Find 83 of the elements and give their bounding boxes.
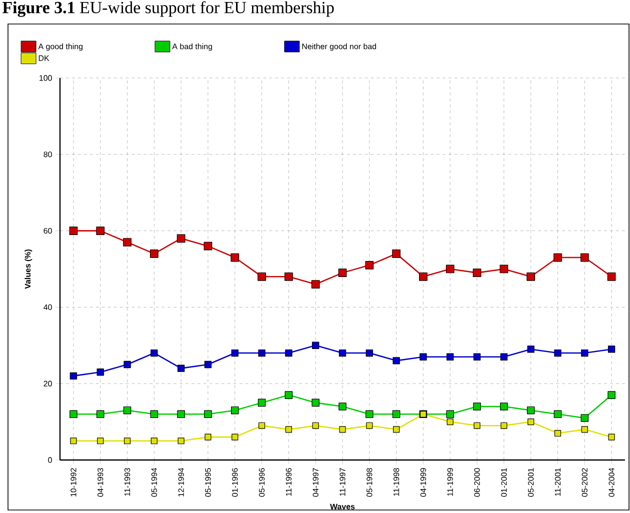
point	[150, 410, 158, 418]
point	[124, 438, 131, 444]
chart-title: Figure 3.1 EU-wide support for EU membership	[2, 1, 334, 17]
point	[554, 410, 562, 418]
point	[339, 426, 346, 433]
point	[312, 342, 320, 350]
point	[527, 346, 534, 353]
point	[500, 422, 508, 430]
point	[608, 346, 616, 353]
point	[608, 391, 616, 400]
point	[150, 438, 158, 444]
point	[608, 434, 615, 440]
point	[204, 410, 212, 418]
point	[204, 361, 212, 368]
point	[177, 364, 185, 372]
point	[526, 272, 536, 281]
point	[366, 350, 373, 357]
point	[392, 357, 400, 364]
point	[124, 361, 131, 368]
point	[96, 410, 104, 418]
point	[258, 422, 266, 430]
point	[472, 268, 482, 278]
point	[150, 350, 158, 357]
point	[284, 391, 293, 400]
point	[69, 226, 78, 236]
point	[70, 410, 78, 418]
point	[554, 430, 562, 437]
point	[420, 353, 427, 361]
point	[231, 406, 239, 414]
point	[446, 264, 454, 274]
point	[607, 272, 616, 281]
point	[231, 350, 238, 357]
point	[392, 410, 400, 418]
point	[338, 350, 346, 357]
point	[366, 410, 374, 418]
point	[392, 250, 400, 258]
point	[230, 253, 240, 262]
point	[311, 280, 320, 289]
point	[580, 414, 589, 422]
point	[96, 226, 105, 236]
point	[473, 402, 481, 411]
point	[232, 434, 238, 440]
point	[70, 438, 77, 444]
point	[204, 242, 212, 250]
point	[554, 350, 562, 357]
point	[123, 406, 132, 414]
point	[393, 426, 400, 433]
point	[338, 268, 347, 278]
point	[178, 438, 184, 444]
point	[580, 253, 589, 262]
point	[446, 418, 454, 426]
point	[204, 434, 212, 440]
point	[473, 353, 481, 361]
point	[581, 426, 588, 433]
point	[312, 422, 319, 430]
point	[150, 250, 158, 258]
point	[285, 426, 292, 433]
point	[500, 402, 508, 411]
point	[446, 353, 454, 361]
point	[258, 350, 266, 357]
point	[446, 410, 454, 418]
point	[284, 272, 293, 281]
point	[176, 234, 186, 243]
point	[528, 418, 534, 426]
point	[70, 372, 78, 380]
point	[500, 353, 508, 361]
point	[419, 272, 428, 281]
point	[500, 264, 508, 274]
point	[177, 410, 185, 418]
point	[258, 272, 266, 281]
point	[365, 261, 374, 270]
point	[366, 422, 373, 430]
point	[554, 253, 562, 262]
point	[258, 398, 266, 407]
point	[312, 398, 320, 407]
point	[123, 238, 132, 247]
point	[338, 402, 346, 411]
point	[526, 406, 535, 414]
point	[96, 368, 104, 376]
point	[97, 438, 104, 444]
point	[581, 350, 588, 357]
point	[474, 422, 480, 430]
point	[285, 350, 292, 357]
